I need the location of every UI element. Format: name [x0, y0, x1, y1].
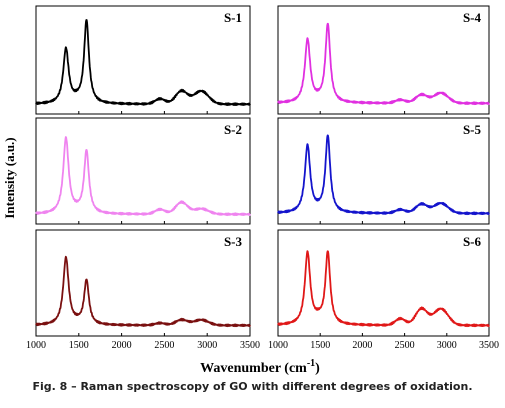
panel-frame-s-3: [35, 229, 251, 337]
x-axis-label-sup: -1: [307, 358, 315, 369]
panel-label-s-1: S-1: [224, 10, 242, 25]
axis-layer: 1000 1500 2000 2500 3000 3500 1000 1500 2000 2500…: [26, 340, 499, 351]
panel-s-4: S-4: [277, 5, 490, 115]
x-tick-label: 3500: [479, 340, 499, 351]
x-tick-label: 3000: [437, 340, 457, 351]
x-tick-label: 2500: [154, 340, 174, 351]
spectrum-line-s-3: [35, 255, 251, 328]
x-tick-label: 2000: [352, 340, 372, 351]
x-tick-label: 3500: [240, 340, 260, 351]
panel-s-3: S-3: [35, 229, 251, 337]
x-tick-label: 2000: [112, 340, 132, 351]
panel-s-5: S-5: [277, 117, 490, 225]
panel-s-6: S-6: [277, 229, 490, 337]
panel-label-s-3: S-3: [224, 234, 243, 249]
x-tick-label: 1500: [69, 340, 89, 351]
x-tick-label: 1500: [310, 340, 330, 351]
panel-label-s-2: S-2: [224, 122, 242, 137]
panel-s-1: S-1: [35, 5, 251, 115]
panel-label-s-5: S-5: [463, 122, 482, 137]
spectrum-line-s-4: [277, 22, 490, 106]
panel-label-s-4: S-4: [463, 10, 482, 25]
spectrum-line-s-6: [277, 250, 490, 328]
spectrum-line-s-2: [35, 136, 251, 217]
y-axis-label: Intensity (a.u.): [2, 137, 17, 218]
spectrum-line-s-5: [277, 134, 490, 216]
x-tick-label: 1000: [268, 340, 288, 351]
figure-caption: Fig. 8 – Raman spectroscopy of GO with d…: [32, 380, 473, 393]
panel-frame-s-5: [277, 117, 490, 225]
x-tick-label: 2500: [395, 340, 415, 351]
x-tick-label: 3000: [197, 340, 217, 351]
spectrum-line-s-1: [35, 19, 251, 106]
x-axis-label: Wavenumber (cm-1): [200, 358, 320, 376]
panel-frame-s-1: [35, 5, 251, 115]
panel-label-s-6: S-6: [463, 234, 482, 249]
x-axis-label-close: ): [315, 361, 320, 376]
panel-s-2: S-2: [35, 117, 251, 225]
panels-layer: S-1 S-2 S-3 S-4 S-5 S-6: [35, 5, 490, 337]
panel-frame-s-6: [277, 229, 490, 337]
panel-frame-s-4: [277, 5, 490, 115]
x-tick-label: 1000: [26, 340, 46, 351]
panel-frame-s-2: [35, 117, 251, 225]
x-axis-label-base: Wavenumber (cm: [200, 361, 307, 376]
